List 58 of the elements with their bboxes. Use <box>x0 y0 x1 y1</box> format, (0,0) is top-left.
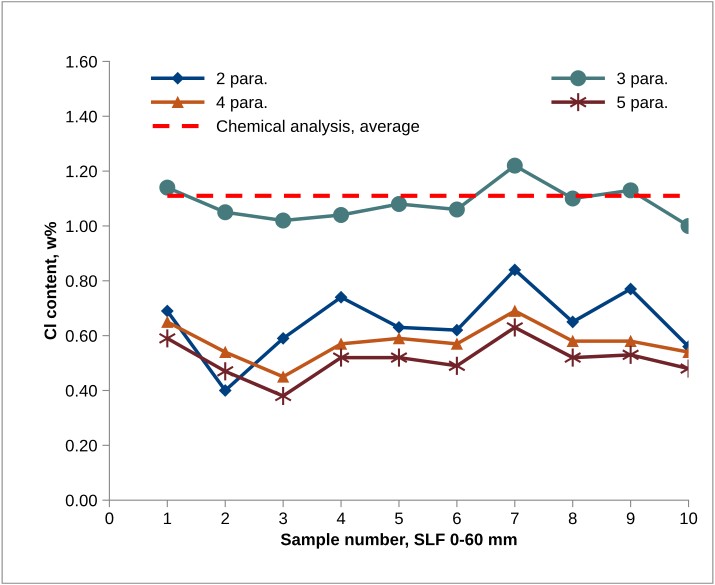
point <box>334 291 348 304</box>
y-tick-label: 0.20 <box>66 440 97 452</box>
point <box>159 180 176 196</box>
x-tick-label: 1 <box>164 512 172 524</box>
point <box>217 204 234 220</box>
point <box>622 182 639 198</box>
x-tick-label: 9 <box>626 512 634 524</box>
x-axis-title: Sample number, SLF 0-60 mm <box>280 533 516 549</box>
point <box>508 305 521 317</box>
x-tick-label: 5 <box>395 512 403 524</box>
y-tick-label: 1.40 <box>66 110 97 122</box>
legend-label: 5 para. <box>617 96 667 112</box>
point <box>216 361 234 382</box>
point <box>508 264 522 276</box>
x-tick-label: 10 <box>680 512 698 524</box>
point <box>276 332 290 345</box>
legend-label: 4 para. <box>216 96 266 112</box>
point <box>390 348 408 368</box>
point <box>161 316 174 328</box>
y-tick-label: 1.20 <box>66 166 97 178</box>
x-tick-label: 6 <box>453 512 461 524</box>
y-tick-label: 0.40 <box>66 384 97 397</box>
point <box>392 321 406 334</box>
point <box>274 386 292 406</box>
y-tick-label: 0.60 <box>66 330 97 342</box>
point <box>448 202 465 218</box>
y-tick-label: 0.80 <box>66 275 97 288</box>
point <box>333 207 350 223</box>
point <box>332 348 350 368</box>
x-tick-label: 2 <box>221 512 230 524</box>
point <box>335 338 347 350</box>
y-axis-title: Cl content, w% <box>44 222 59 340</box>
point <box>450 338 463 350</box>
point <box>219 346 232 358</box>
y-tick-label: 1.00 <box>66 220 97 232</box>
x-tick-label: 3 <box>279 512 288 524</box>
legend-label: Chemical analysis, average <box>216 120 420 136</box>
y-tick-label: 1.60 <box>66 56 97 68</box>
point <box>566 316 579 328</box>
x-tick-label: 7 <box>511 512 519 524</box>
legend-label: 2 para. <box>216 72 266 88</box>
point <box>450 324 464 336</box>
point <box>624 335 637 348</box>
legend-label: 3 para. <box>617 72 667 88</box>
point <box>566 335 579 348</box>
point <box>218 384 232 397</box>
point <box>393 332 405 344</box>
point <box>161 304 174 318</box>
point <box>390 196 407 212</box>
point <box>275 212 292 228</box>
x-tick-label: 0 <box>105 512 114 524</box>
point <box>624 282 637 296</box>
point <box>564 348 582 368</box>
point <box>277 370 290 383</box>
x-tick-label: 4 <box>336 512 346 524</box>
x-tick-label: 8 <box>568 512 577 524</box>
point <box>506 158 523 174</box>
y-tick-label: 0.00 <box>66 494 97 506</box>
